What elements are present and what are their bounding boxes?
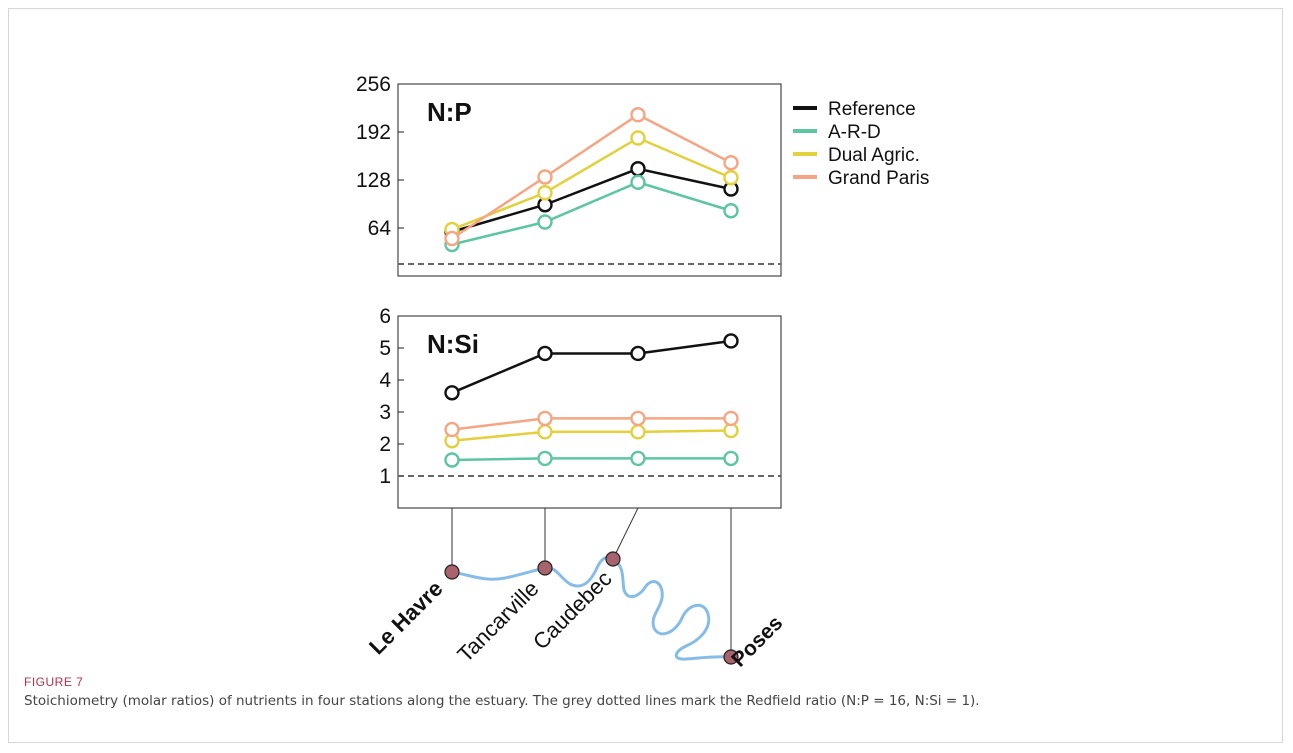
figure-label: FIGURE 7 (24, 675, 84, 689)
np-data-point (723, 203, 739, 219)
nsi-series-line (451, 417, 731, 431)
np-data-point (537, 169, 553, 185)
nsi-series-grand-paris (444, 410, 739, 438)
nsi-ytick-label: 4 (379, 369, 391, 392)
figure-caption-text: Stoichiometry (molar ratios) of nutrient… (24, 693, 980, 709)
np-data-point (630, 130, 646, 146)
np-data-point (444, 230, 460, 247)
nsi-ytick-label: 1 (379, 465, 391, 488)
np-data-point (537, 185, 553, 201)
legend-entry: Reference (828, 99, 916, 120)
np-series-line (451, 136, 732, 231)
nsi-data-point (630, 410, 646, 427)
np-series-line (451, 167, 732, 233)
river-seine (450, 555, 733, 661)
nsi-data-point (537, 410, 553, 427)
nsi-data-point (723, 410, 739, 427)
legend-entry: Grand Paris (828, 168, 929, 189)
figure-frame (8, 8, 1283, 743)
np-data-point (630, 174, 646, 190)
np-ytick-label: 192 (356, 121, 391, 144)
station-marker (605, 551, 621, 567)
np-data-point (537, 214, 553, 230)
legend-entry: A-R-D (828, 122, 881, 143)
nsi-series-line (451, 339, 732, 394)
nsi-data-point (537, 345, 553, 362)
np-series-line (451, 180, 732, 246)
nsi-ytick-label: 6 (379, 305, 391, 328)
nsi-series-dual-agric- (444, 422, 739, 449)
station-marker (444, 564, 460, 580)
np-series-grand-paris (444, 107, 739, 247)
np-title: N:P (427, 97, 472, 127)
nsi-ytick-label: 5 (379, 337, 391, 360)
nsi-ytick-label: 3 (379, 401, 391, 424)
np-panel: 64 128 192 256 N:P (356, 73, 782, 277)
np-series-line (451, 113, 732, 240)
np-data-point (630, 161, 646, 177)
nsi-series-a-r-d (444, 450, 739, 468)
np-data-point (630, 107, 646, 123)
nsi-ytick-label: 2 (379, 433, 391, 456)
nsi-series-line (451, 429, 732, 443)
station-label-le-havre: Le Havre (364, 576, 447, 659)
nsi-panel: 1 2 3 4 5 6 N:Si (379, 305, 782, 509)
station-marker (537, 560, 553, 576)
nsi-data-point (630, 345, 646, 362)
nsi-title: N:Si (427, 329, 479, 359)
station-connector (612, 507, 639, 560)
nsi-series-line (451, 457, 731, 462)
np-ytick-label: 64 (368, 217, 392, 240)
figure-caption: FIGURE 7 Stoichiometry (molar ratios) of… (24, 675, 1264, 709)
nsi-data-point (723, 333, 739, 349)
nsi-data-point (537, 450, 553, 467)
nsi-series-reference (444, 333, 739, 401)
legend-entry: Dual Agric. (828, 145, 920, 166)
nsi-data-point (630, 424, 646, 440)
station-label-caudebec: Caudebec (528, 566, 617, 655)
nsi-data-point (630, 450, 646, 467)
nsi-data-point (444, 452, 460, 468)
np-data-point (723, 155, 739, 171)
nsi-data-point (723, 450, 739, 467)
np-data-point (723, 170, 739, 186)
np-ytick-label: 256 (356, 73, 391, 96)
nsi-data-point (444, 421, 460, 438)
station-label-tancarville: Tancarville (452, 576, 543, 667)
station-label-poses: Poses (727, 612, 787, 672)
nsi-data-point (444, 385, 460, 401)
station-marker (723, 649, 739, 665)
nsi-data-point (537, 424, 553, 440)
np-ytick-label: 128 (356, 169, 391, 192)
